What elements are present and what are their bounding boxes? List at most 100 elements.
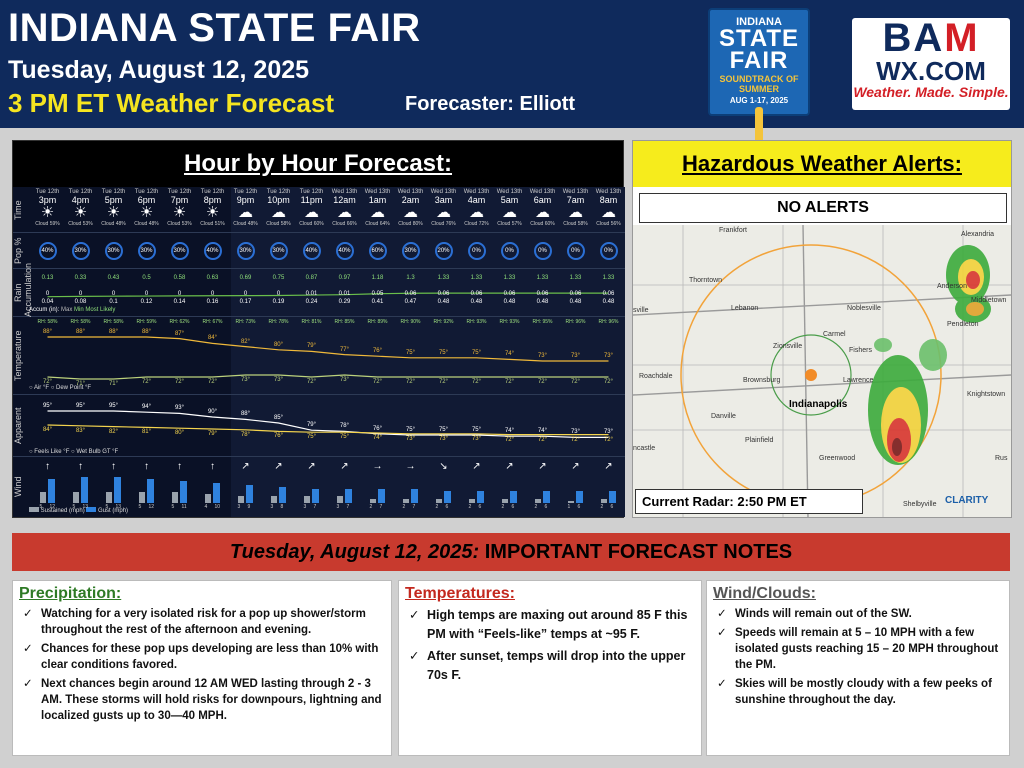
precip-note-3: ✓ Next chances begin around 12 AM WED las… bbox=[19, 676, 385, 724]
temp-note-1: ✓ High temps are maxing out around 85 F t… bbox=[405, 606, 695, 644]
hour-time: 6am bbox=[533, 195, 552, 205]
sustained-wind-value: 5 bbox=[105, 504, 109, 510]
hour-column: Wed 13th 6am ☁ Cloud 60% bbox=[526, 189, 559, 227]
wet-bulb-label: 78° bbox=[240, 431, 251, 438]
bam-logo-m: M bbox=[944, 16, 980, 60]
rain-accum-max: 0.33 bbox=[74, 275, 87, 281]
temperatures-title: Temperatures: bbox=[405, 585, 515, 602]
gust-wind-value: 11 bbox=[181, 504, 187, 510]
wind-direction-icon: ↘ bbox=[439, 461, 448, 472]
air-temp-label: 77° bbox=[339, 346, 350, 353]
cloud-cover: Cloud 53% bbox=[167, 221, 192, 227]
map-label-zionsville: Zionsville bbox=[773, 343, 803, 350]
wind-direction-icon: → bbox=[405, 461, 416, 472]
sustained-wind-value: 2 bbox=[534, 504, 538, 510]
feels-like-label: 75° bbox=[438, 427, 449, 433]
wind-direction-icon: ↗ bbox=[472, 461, 481, 472]
cloudy-night-icon: ☁ bbox=[502, 204, 517, 221]
gust-wind-bar bbox=[113, 477, 121, 503]
wind-note-2: ✓ Speeds will remain at 5 – 10 MPH with a… bbox=[713, 625, 1003, 673]
gust-wind-value: 6 bbox=[577, 504, 581, 510]
wet-bulb-label: 74° bbox=[372, 435, 383, 441]
wet-bulb-label: 72° bbox=[570, 436, 581, 443]
rain-accum-likely: 0.06 bbox=[503, 291, 516, 297]
dew-point-label: 71° bbox=[108, 381, 119, 387]
accum-legend-min: Min bbox=[74, 307, 84, 313]
dew-point-label: 72° bbox=[174, 379, 185, 385]
rain-accum-min: 0.12 bbox=[140, 299, 153, 305]
sustained-wind-bar bbox=[336, 496, 343, 503]
hour-day: Tue 12th bbox=[35, 189, 60, 195]
rain-accum-likely: 0.05 bbox=[371, 291, 384, 297]
temp-note-2: ✓ After sunset, temps will drop into the … bbox=[405, 647, 695, 685]
radar-map: Frankfort Alexandria Thorntown Lebanon N… bbox=[633, 225, 1011, 517]
wind-note-3: ✓ Skies will be mostly cloudy with a few … bbox=[713, 676, 1003, 708]
sustained-wind-bar bbox=[468, 498, 475, 503]
wind-direction-icon: ↑ bbox=[78, 461, 83, 472]
wet-bulb-label: 75° bbox=[306, 434, 317, 441]
gust-wind-bar bbox=[344, 489, 352, 503]
hourly-lines bbox=[47, 292, 609, 438]
pop-ring: 0% bbox=[467, 242, 486, 260]
hour-time: 4am bbox=[467, 195, 486, 205]
map-label-ncastle: ncastle bbox=[633, 445, 656, 452]
rain-accum-max: 0.75 bbox=[272, 275, 285, 281]
gust-wind-value: 8 bbox=[280, 504, 284, 510]
rain-accum-min: 0.48 bbox=[470, 299, 483, 305]
rain-accum-min: 0.04 bbox=[41, 299, 54, 305]
rain-accum-likely: 0 bbox=[45, 291, 50, 297]
pop-ring: 30% bbox=[71, 242, 90, 260]
relative-humidity: RH: 89% bbox=[367, 319, 388, 325]
map-label-pendleton: Pendleton bbox=[947, 321, 979, 328]
temp-legend-air: Air °F bbox=[33, 385, 50, 391]
accum-legend-label: Accum (in): bbox=[29, 307, 60, 313]
wet-bulb-label: 73° bbox=[471, 435, 482, 442]
cloud-cover: Cloud 76% bbox=[431, 221, 456, 227]
hour-column: Wed 13th 1am ☁ Cloud 64% bbox=[361, 189, 394, 227]
air-temp-label: 88° bbox=[42, 329, 53, 335]
feels-like-line bbox=[47, 410, 609, 438]
hour-day: Wed 13th bbox=[364, 189, 391, 195]
gust-wind-bar bbox=[212, 483, 220, 503]
gust-wind-bar bbox=[410, 489, 418, 503]
precipitation-card: Precipitation: ✓ Watching for a very isol… bbox=[12, 580, 392, 756]
hour-column: Wed 13th 4am ☁ Cloud 72% bbox=[460, 189, 493, 227]
precip-note-3-text: Next chances begin around 12 AM WED last… bbox=[41, 678, 382, 722]
relative-humidity: RH: 58% bbox=[37, 319, 58, 325]
hour-day: Tue 12th bbox=[266, 189, 291, 195]
gust-wind-value: 6 bbox=[544, 504, 548, 510]
hourly-grid: Time Pop % Rain Accumulation Temperature… bbox=[13, 187, 625, 517]
wind-direction-icon: ↑ bbox=[210, 461, 215, 472]
gust-wind-value: 13 bbox=[82, 504, 89, 510]
dew-point-label: 72° bbox=[207, 379, 218, 385]
map-label-anderson: Anderson bbox=[937, 283, 967, 290]
cloud-cover: Cloud 59% bbox=[35, 221, 60, 227]
pop-ring: 0% bbox=[533, 242, 552, 260]
partly-sunny-icon: ☀ bbox=[106, 204, 121, 221]
fair-logo-line2b: FAIR bbox=[729, 47, 789, 74]
rain-accum-max: 1.33 bbox=[503, 275, 516, 281]
wind-note-2-text: Speeds will remain at 5 – 10 MPH with a … bbox=[735, 627, 999, 671]
dew-point-label: 73° bbox=[339, 377, 350, 383]
rain-accum-likely: 0.06 bbox=[602, 291, 615, 297]
hour-day: Tue 12th bbox=[134, 189, 159, 195]
rain-accum-min: 0.17 bbox=[239, 299, 252, 305]
map-label-plainfield: Plainfield bbox=[745, 437, 774, 444]
relative-humidity: RH: 96% bbox=[598, 319, 619, 325]
hazard-heading: Hazardous Weather Alerts: bbox=[633, 141, 1011, 187]
wind-note-1-text: Winds will remain out of the SW. bbox=[735, 608, 912, 620]
gust-wind-bar bbox=[608, 491, 616, 503]
feels-like-label: 74° bbox=[504, 428, 515, 435]
rain-accum-min: 0.19 bbox=[272, 299, 285, 305]
gust-wind-value: 7 bbox=[346, 504, 350, 510]
relative-humidity: RH: 59% bbox=[136, 319, 157, 325]
sustained-wind-value: 2 bbox=[435, 504, 439, 510]
rain-accum-min: 0.08 bbox=[74, 299, 87, 305]
cloudy-night-icon: ☁ bbox=[370, 204, 385, 221]
hour-column: Wed 13th 7am ☁ Cloud 58% bbox=[559, 189, 592, 227]
sustained-wind-value: 3 bbox=[237, 504, 241, 510]
air-temp-label: 88° bbox=[141, 329, 152, 335]
partly-sunny-icon: ☀ bbox=[40, 204, 55, 221]
relative-humidity: RH: 90% bbox=[400, 319, 421, 325]
